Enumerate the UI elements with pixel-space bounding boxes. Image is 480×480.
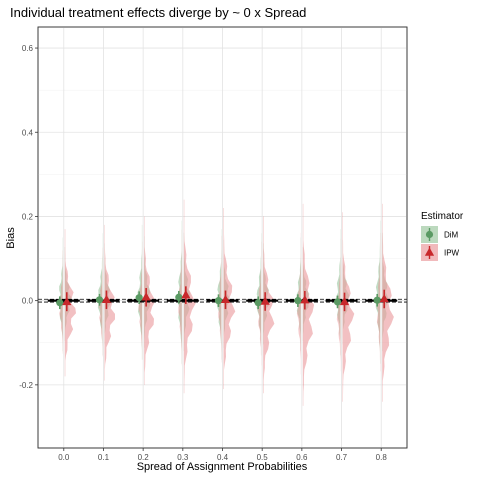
ipw-point xyxy=(339,296,350,306)
x-tick-label: 0.8 xyxy=(376,453,388,462)
dim-point xyxy=(135,294,143,302)
density-ipw xyxy=(296,232,301,375)
density-ipw xyxy=(223,208,236,390)
legend-key-marker xyxy=(424,247,435,256)
y-tick-label: 0.6 xyxy=(22,44,34,53)
x-tick-label: 0.0 xyxy=(58,453,70,462)
y-axis: -0.2 0.0 0.2 0.4 0.6 xyxy=(19,44,38,390)
density-ipw xyxy=(382,203,394,402)
x-tick-label: 0.5 xyxy=(257,453,269,462)
x-tick-label: 0.1 xyxy=(98,453,110,462)
density-dim xyxy=(57,237,63,352)
y-tick-label: 0.4 xyxy=(22,128,34,137)
ipw-point xyxy=(379,293,389,303)
dim-point xyxy=(373,296,381,304)
dim-point xyxy=(175,293,183,301)
density-ipw xyxy=(64,229,76,377)
legend-label-ipw: IPW xyxy=(444,249,460,258)
dim-point xyxy=(56,299,64,307)
density-ipw xyxy=(342,212,355,402)
y-tick-label: 0.0 xyxy=(22,297,34,306)
y-axis-title: Bias xyxy=(5,227,17,249)
x-tick-label: 0.2 xyxy=(138,453,150,462)
ipw-point xyxy=(260,296,270,305)
x-axis-title: Spread of Assignment Probabilities xyxy=(137,461,308,473)
dim-point xyxy=(95,296,104,304)
density-dim xyxy=(375,220,381,364)
dim-point xyxy=(333,298,342,306)
legend-key-marker xyxy=(425,230,434,239)
points-layer xyxy=(56,286,389,312)
x-tick-label: 0.4 xyxy=(217,453,229,462)
ipw-point xyxy=(300,295,310,304)
density-ipw xyxy=(302,203,315,406)
density-ipw xyxy=(183,199,196,394)
ipw-point xyxy=(62,296,72,306)
legend-label-dim: DiM xyxy=(444,231,459,240)
ipw-point xyxy=(181,290,191,299)
density-ipw xyxy=(263,216,275,394)
dim-point xyxy=(214,297,223,305)
dim-point xyxy=(254,299,262,307)
x-axis: 0.0 0.1 0.2 0.3 0.4 0.5 0.6 0.7 0.8 xyxy=(58,448,387,462)
chart-title: Individual treatment effects diverge by … xyxy=(10,5,306,20)
ipw-point xyxy=(101,294,112,304)
x-tick-label: 0.7 xyxy=(336,453,348,462)
dim-point xyxy=(294,297,302,305)
ipw-point xyxy=(141,292,151,301)
density-dim xyxy=(335,229,341,356)
legend: Estimator DiM IPW xyxy=(421,211,464,261)
y-tick-label: 0.2 xyxy=(22,212,34,221)
x-tick-label: 0.3 xyxy=(177,453,189,462)
density-dim xyxy=(256,233,262,356)
legend-title: Estimator xyxy=(421,211,464,222)
y-tick-label: -0.2 xyxy=(19,381,33,390)
x-tick-label: 0.6 xyxy=(296,453,308,462)
ipw-point xyxy=(220,294,231,304)
